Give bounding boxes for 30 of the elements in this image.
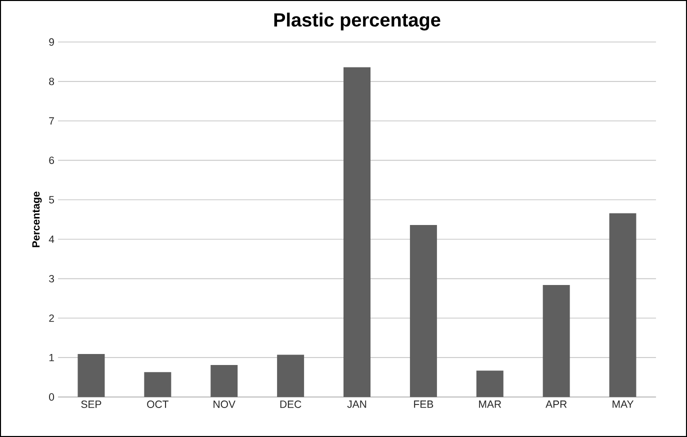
chart-title: Plastic percentage — [274, 12, 440, 30]
bar — [277, 354, 304, 397]
bar — [542, 284, 570, 397]
x-tick-label: APR — [546, 400, 567, 408]
bar — [344, 67, 371, 397]
y-tick-label: 5 — [49, 196, 54, 204]
y-tick-label: 6 — [49, 156, 54, 164]
bar — [144, 372, 172, 397]
x-tick-label: DEC — [280, 400, 302, 408]
y-tick-label: 8 — [49, 78, 54, 86]
bar — [410, 225, 437, 397]
x-tick-label: MAY — [612, 400, 634, 408]
y-tick-label: 7 — [49, 117, 54, 125]
y-tick-label: 1 — [49, 354, 54, 362]
y-axis-title: Percentage — [32, 192, 42, 248]
x-tick-label: JAN — [347, 400, 366, 408]
bar — [210, 365, 238, 397]
x-tick-label: NOV — [214, 400, 236, 408]
bar — [78, 354, 105, 397]
x-tick-label: MAR — [479, 400, 502, 408]
x-tick-label: OCT — [147, 400, 168, 408]
y-tick-label: 0 — [49, 393, 54, 401]
y-tick-label: 9 — [49, 38, 54, 46]
x-tick-label: SEP — [81, 400, 102, 408]
y-tick-label: 3 — [49, 274, 54, 282]
bar — [609, 213, 636, 397]
x-tick-label: FEB — [414, 400, 434, 408]
y-tick-label: 4 — [48, 236, 54, 243]
y-tick-label: 2 — [49, 314, 54, 322]
bar — [476, 370, 504, 397]
